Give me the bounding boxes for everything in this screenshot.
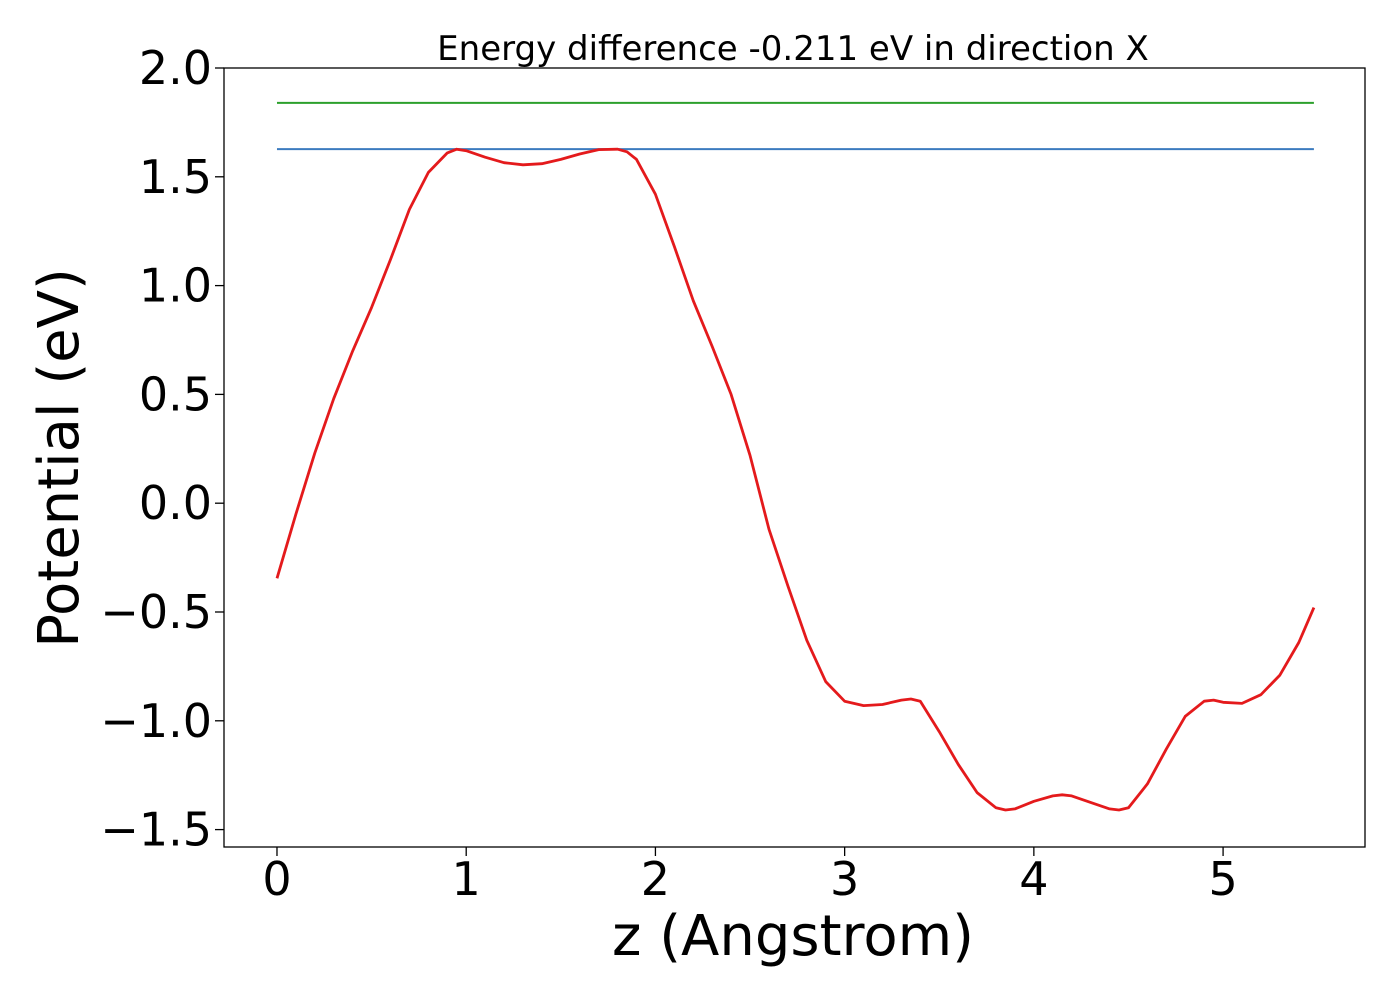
y-tick-label: 2.0 [139,41,212,95]
y-tick-label: −1.0 [100,694,212,748]
y-tick-label: 0.0 [139,476,212,530]
x-axis-title: z (Angstrom) [612,904,974,969]
y-tick-label: 0.5 [139,367,212,421]
y-tick-label: 1.0 [139,259,212,313]
x-tick-label: 4 [1019,852,1048,906]
x-tick-label: 2 [641,852,670,906]
x-tick-label: 5 [1208,852,1237,906]
x-tick-label: 3 [830,852,859,906]
y-tick-label: −1.5 [100,803,212,857]
x-tick-label: 1 [452,852,481,906]
y-tick-label: 1.5 [139,150,212,204]
y-axis-title: Potential (eV) [27,268,92,648]
x-axis: 0 1 2 3 4 5 [262,847,1238,906]
plot-frame [223,67,1366,848]
x-tick-label: 0 [262,852,291,906]
chart-title: Energy difference -0.211 eV in direction… [437,29,1149,69]
plot-area [275,101,1316,812]
y-tick-label: −0.5 [100,585,212,639]
potential-curve [275,147,1316,812]
y-axis: 2.0 1.5 1.0 0.5 0.0 −0.5 −1.0 −1.5 [100,41,224,857]
